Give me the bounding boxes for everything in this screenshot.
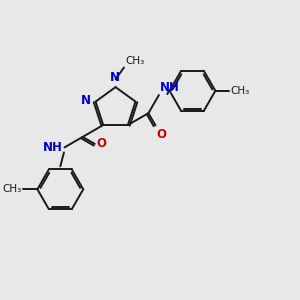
Text: O: O (96, 137, 106, 150)
Text: N: N (81, 94, 91, 107)
Text: O: O (157, 128, 167, 141)
Text: CH₃: CH₃ (231, 86, 250, 96)
Text: CH₃: CH₃ (125, 56, 145, 66)
Text: N: N (110, 71, 120, 84)
Text: NH: NH (43, 141, 63, 154)
Text: CH₃: CH₃ (3, 184, 22, 194)
Text: NH: NH (160, 81, 180, 94)
